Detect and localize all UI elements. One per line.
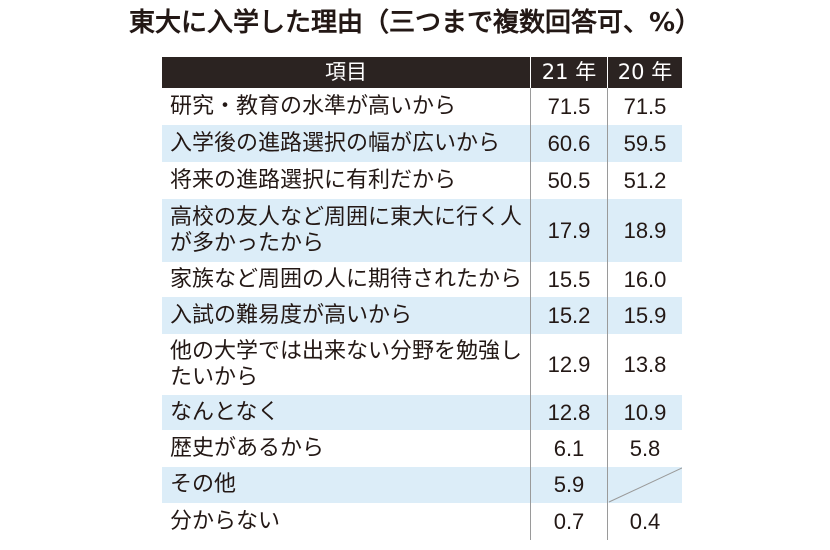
- table-row: 将来の進路選択に有利だから 50.5 51.2: [162, 162, 682, 199]
- table-row: 入学後の進路選択の幅が広いから 60.6 59.5: [162, 125, 682, 162]
- column-header-2020: 20 年: [617, 60, 673, 84]
- row-item-label: その他: [170, 472, 237, 497]
- table-row: なんとなく 12.8 10.9: [162, 395, 682, 430]
- table-row: 入試の難易度が高いから 15.2 15.9: [162, 297, 682, 334]
- value-2021: 15.5: [547, 266, 591, 292]
- column-header-2021: 21 年: [541, 60, 597, 84]
- row-item-label: 分からない: [170, 508, 281, 534]
- value-2021: 5.9: [553, 472, 585, 497]
- row-item-label: 将来の進路選択に有利だから: [170, 167, 457, 193]
- row-item-cell: 研究・教育の水準が高いから: [170, 88, 526, 125]
- row-item-cell: 入学後の進路選択の幅が広いから: [170, 125, 526, 162]
- table-row: 研究・教育の水準が高いから 71.5 71.5: [162, 88, 682, 125]
- table-row: 他の大学では出来ない分野を勉強したいから 12.9 13.8: [162, 334, 682, 395]
- value-2020: 15.9: [623, 302, 667, 328]
- value-2020: 71.5: [623, 93, 667, 119]
- row-item-cell: 歴史があるから: [170, 430, 526, 467]
- slash-line: [608, 467, 682, 503]
- table-row: 家族など周囲の人に期待されたから 15.5 16.0: [162, 262, 682, 297]
- value-2020: 59.5: [623, 130, 667, 156]
- value-2021: 17.9: [547, 217, 591, 243]
- value-2021: 12.8: [547, 399, 591, 425]
- row-item-cell: 家族など周囲の人に期待されたから: [170, 262, 526, 297]
- row-item-cell: その他: [170, 467, 526, 503]
- row-item-cell: 分からない: [170, 503, 526, 540]
- row-item-label: なんとなく: [170, 399, 280, 425]
- row-item-label: 他の大学では出来ない分野を勉強したいから: [170, 338, 523, 390]
- column-header-item: 項目: [325, 60, 367, 84]
- row-item-label: 家族など周囲の人に期待されたから: [170, 266, 523, 292]
- table-row: 分からない 0.7 0.4: [162, 503, 682, 540]
- row-item-label: 高校の友人など周囲に東大に行く人が多かったから: [170, 204, 523, 256]
- value-2021: 6.1: [553, 435, 585, 461]
- value-2021: 71.5: [547, 93, 591, 119]
- table-row: 高校の友人など周囲に東大に行く人が多かったから 17.9 18.9: [162, 199, 682, 262]
- value-2020: 0.4: [629, 508, 661, 534]
- value-2020: 13.8: [623, 351, 667, 377]
- row-item-label: 歴史があるから: [170, 435, 325, 461]
- row-item-cell: 高校の友人など周囲に東大に行く人が多かったから: [170, 199, 526, 262]
- value-2020: 10.9: [623, 399, 667, 425]
- row-item-cell: なんとなく: [170, 395, 526, 430]
- header-divider: [530, 57, 531, 88]
- value-2021: 50.5: [547, 167, 591, 193]
- value-2021: 60.6: [547, 130, 591, 156]
- row-item-label: 研究・教育の水準が高いから: [170, 93, 457, 119]
- row-item-label: 入学後の進路選択の幅が広いから: [170, 130, 501, 156]
- value-2020: 16.0: [623, 266, 667, 292]
- value-2021: 15.2: [547, 302, 591, 328]
- table-row: その他 5.9: [162, 467, 682, 503]
- value-2020: 5.8: [629, 435, 661, 461]
- row-item-cell: 将来の進路選択に有利だから: [170, 162, 526, 199]
- chart-title: 東大に入学した理由（三つまで複数回答可、%）: [128, 8, 702, 38]
- header-divider: [607, 57, 608, 88]
- row-item-cell: 入試の難易度が高いから: [170, 297, 526, 334]
- value-2021: 0.7: [553, 508, 585, 534]
- column-divider: [530, 88, 531, 540]
- row-item-label: 入試の難易度が高いから: [170, 302, 413, 328]
- value-2021: 12.9: [547, 351, 591, 377]
- table-header: 項目 21 年 20 年: [162, 57, 682, 88]
- value-2020: [608, 467, 682, 503]
- not-applicable-slash: [608, 467, 682, 503]
- value-2020: 51.2: [623, 167, 667, 193]
- row-item-cell: 他の大学では出来ない分野を勉強したいから: [170, 334, 526, 395]
- table-row: 歴史があるから 6.1 5.8: [162, 430, 682, 467]
- column-divider: [607, 88, 608, 540]
- value-2020: 18.9: [623, 217, 667, 243]
